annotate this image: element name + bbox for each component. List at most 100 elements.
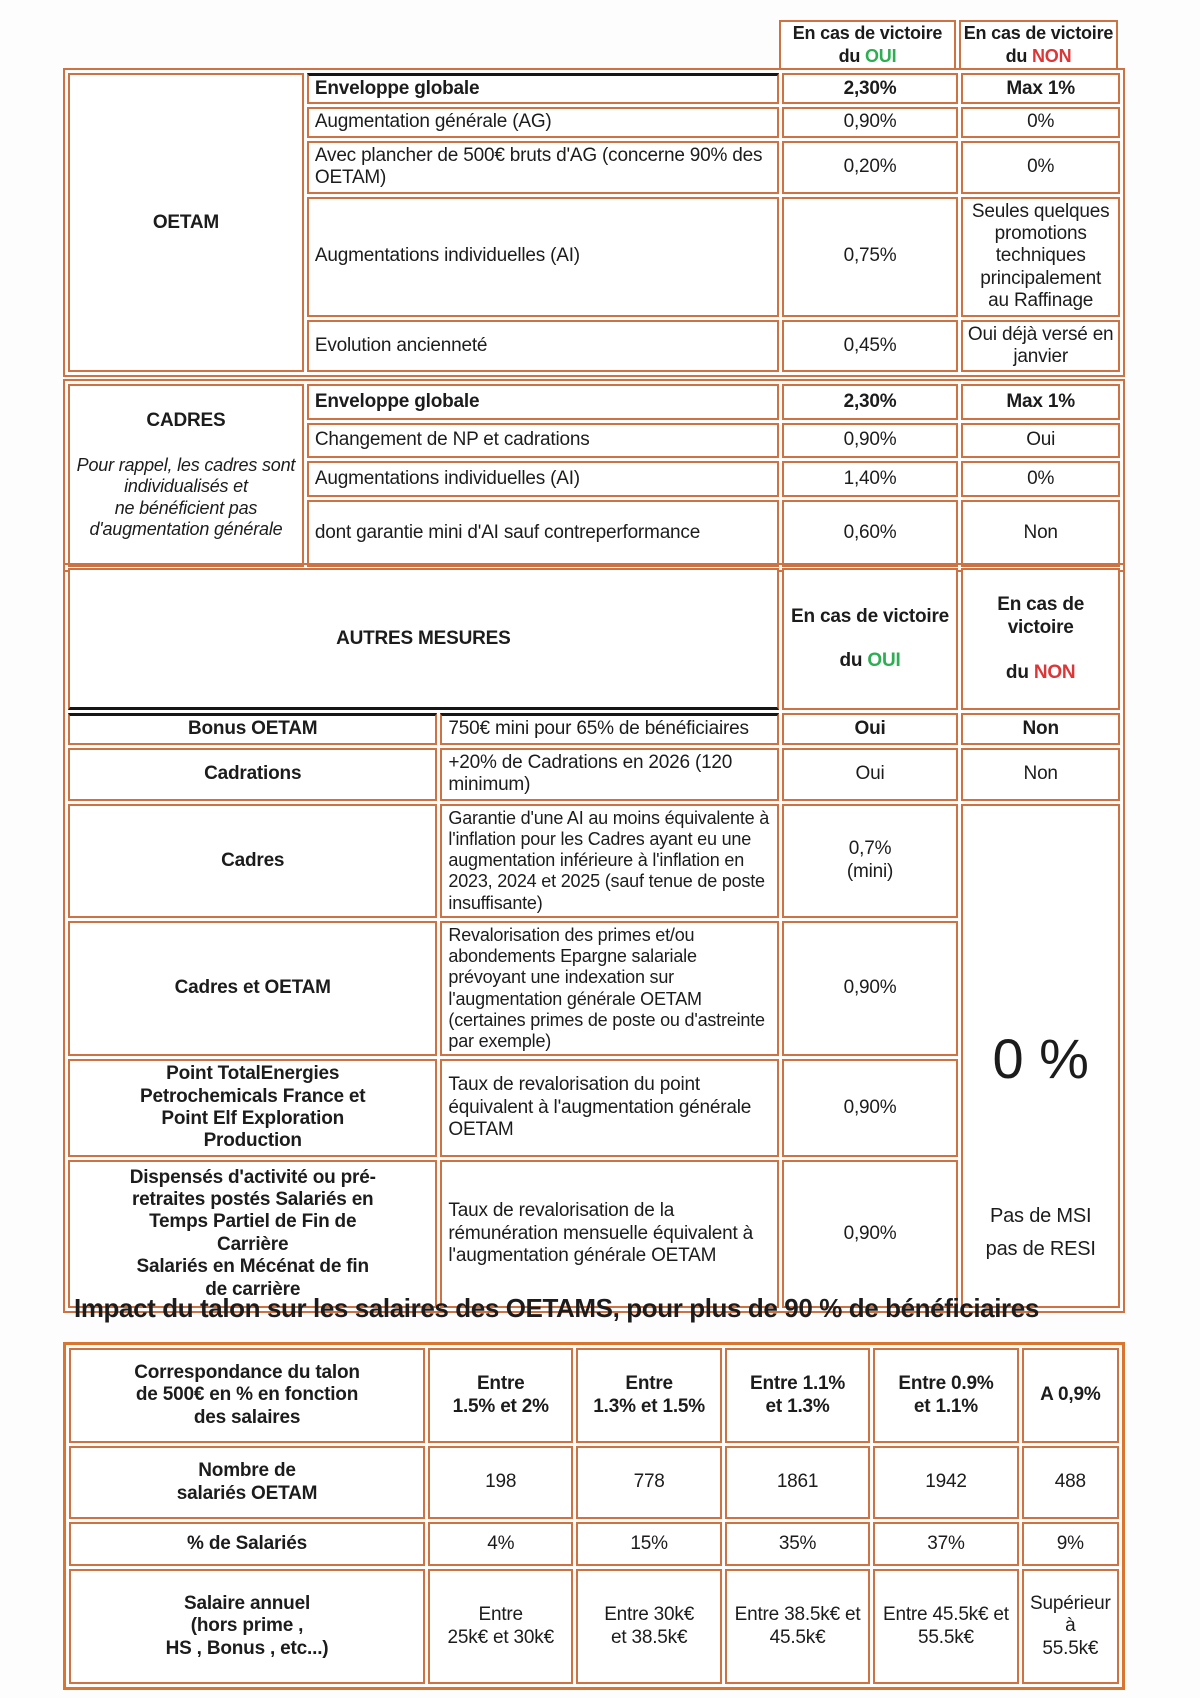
vote-header-line1: En cas de victoire xyxy=(791,605,950,627)
vote-non-header: En cas de victoire du NON xyxy=(959,20,1118,70)
vote-header-line2: du NON xyxy=(1005,46,1072,66)
talon-row-label: Salaire annuel (hors prime , HS , Bonus … xyxy=(69,1569,426,1684)
oetam-table: OETAM Enveloppe globale 2,30% Max 1% Aug… xyxy=(63,68,1125,378)
non-value: 0% xyxy=(961,107,1120,138)
vote-header-line2: du OUI xyxy=(838,46,897,66)
oetam-group-cell: OETAM xyxy=(68,73,304,373)
measure-label: 750€ mini pour 65% de bénéficiaires xyxy=(440,713,779,745)
count-value: 1861 xyxy=(724,1446,871,1519)
no-msi-resi-note: Pas de MSI pas de RESI xyxy=(985,1205,1096,1261)
vote-oui-header: En cas de victoire du OUI xyxy=(781,568,959,711)
measure-category: Cadrations xyxy=(68,747,438,801)
oui-value: 0,90% xyxy=(781,1159,959,1308)
talon-corner-header: Correspondance du talon de 500€ en % en … xyxy=(69,1348,426,1443)
non-merged-cell: 0 % Pas de MSI pas de RESI xyxy=(961,803,1120,1308)
row-label: Augmentations individuelles (AI) xyxy=(306,461,779,497)
vote-header-line1: En cas de victoire xyxy=(792,22,943,43)
pct-value: 4% xyxy=(428,1522,574,1566)
count-value: 488 xyxy=(1021,1446,1119,1519)
row-label: Changement de NP et cadrations xyxy=(306,422,779,459)
talon-table: Correspondance du talon de 500€ en % en … xyxy=(63,1342,1125,1690)
measure-label: Garantie d'une AI au moins équivalente à… xyxy=(440,803,779,918)
talon-col-header: A 0,9% xyxy=(1021,1348,1119,1443)
pct-value: 37% xyxy=(873,1522,1019,1566)
row-label: Enveloppe globale xyxy=(306,73,779,105)
row-label: Avec plancher de 500€ bruts d'AG (concer… xyxy=(306,140,779,194)
non-value: Non xyxy=(961,747,1120,801)
cadres-table: CADRES Pour rappel, les cadres sont indi… xyxy=(63,379,1125,572)
vote-header-line1: En cas de victoire xyxy=(963,22,1114,43)
salary-range: Entre 45.5k€ et 55.5k€ xyxy=(873,1569,1019,1684)
non-value: Seules quelques promotions techniques pr… xyxy=(961,196,1120,317)
measure-category: Bonus OETAM xyxy=(68,713,438,745)
oui-value: 0,90% xyxy=(781,1059,959,1157)
talon-col-header: Entre 1.1% et 1.3% xyxy=(724,1348,871,1443)
vote-non-header: En cas de victoire du NON xyxy=(961,568,1120,711)
row-label: dont garantie mini d'AI sauf contreperfo… xyxy=(306,499,779,567)
pct-value: 15% xyxy=(576,1522,722,1566)
measure-label: Taux de revalorisation du point équivale… xyxy=(440,1059,779,1157)
talon-col-header: Entre 1.3% et 1.5% xyxy=(576,1348,722,1443)
oui-value: 1,40% xyxy=(781,461,959,497)
non-value: Oui déjà versé en janvier xyxy=(961,319,1120,373)
non-value: 0% xyxy=(961,140,1120,194)
oui-value: 2,30% xyxy=(781,73,959,105)
non-value: Max 1% xyxy=(961,73,1120,105)
count-value: 198 xyxy=(428,1446,574,1519)
count-value: 1942 xyxy=(873,1446,1019,1519)
measure-label: Revalorisation des primes et/ou abondeme… xyxy=(440,920,779,1057)
non-value: Non xyxy=(961,499,1120,567)
vote-oui-header: En cas de victoire du OUI xyxy=(779,20,956,70)
pct-value: 9% xyxy=(1021,1522,1119,1566)
oui-label: OUI xyxy=(865,46,897,66)
oui-value: 2,30% xyxy=(781,384,959,420)
non-label: NON xyxy=(1032,46,1072,66)
talon-col-header: Entre 0.9% et 1.1% xyxy=(873,1348,1019,1443)
talon-section-heading: Impact du talon sur les salaires des OET… xyxy=(74,1293,1039,1323)
vote-header-line2: du OUI xyxy=(839,650,901,672)
count-value: 778 xyxy=(576,1446,722,1519)
oui-label: OUI xyxy=(867,650,901,672)
oui-value: 0,45% xyxy=(781,319,959,373)
salary-range: Entre 38.5k€ et 45.5k€ xyxy=(724,1569,871,1684)
oui-value: 0,90% xyxy=(781,422,959,459)
row-label: Enveloppe globale xyxy=(306,384,779,420)
salary-range: Entre 25k€ et 30k€ xyxy=(428,1569,574,1684)
cadres-group-note: Pour rappel, les cadres sont individuali… xyxy=(76,455,296,539)
non-value: Non xyxy=(961,713,1120,745)
talon-row-label: Nombre de salariés OETAM xyxy=(69,1446,426,1519)
zero-percent-value: 0 % xyxy=(992,1027,1089,1091)
row-label: Evolution ancienneté xyxy=(306,319,779,373)
pct-value: 35% xyxy=(724,1522,871,1566)
talon-col-header: Entre 1.5% et 2% xyxy=(428,1348,574,1443)
measure-category: Point TotalEnergies Petrochemicals Franc… xyxy=(68,1059,438,1157)
measure-label: +20% de Cadrations en 2026 (120 minimum) xyxy=(440,747,779,801)
oui-value: Oui xyxy=(781,713,959,745)
non-value: Max 1% xyxy=(961,384,1120,420)
row-label: Augmentation générale (AG) xyxy=(306,107,779,138)
non-label: NON xyxy=(1033,661,1076,683)
cadres-group-title: CADRES xyxy=(146,410,226,432)
measure-category: Cadres et OETAM xyxy=(68,920,438,1057)
salary-range: Supérieur à 55.5k€ xyxy=(1021,1569,1119,1684)
non-value: 0% xyxy=(961,461,1120,497)
measure-category: Cadres xyxy=(68,803,438,918)
oui-value: 0,7% (mini) xyxy=(781,803,959,918)
vote-outcome-header: En cas de victoire du OUI En cas de vict… xyxy=(779,20,1118,70)
autres-mesures-table: AUTRES MESURES En cas de victoire du OUI… xyxy=(63,563,1125,1313)
measure-category: Dispensés d'activité ou pré- retraites p… xyxy=(68,1159,438,1308)
measure-label: Taux de revalorisation de la rémunératio… xyxy=(440,1159,779,1308)
talon-row-label: % de Salariés xyxy=(69,1522,426,1566)
oui-value: 0,20% xyxy=(781,140,959,194)
autres-mesures-title: AUTRES MESURES xyxy=(68,568,779,711)
oui-value: 0,90% xyxy=(781,107,959,138)
row-label: Augmentations individuelles (AI) xyxy=(306,196,779,317)
oui-value: Oui xyxy=(781,747,959,801)
vote-header-line1: En cas de victoire xyxy=(997,594,1085,638)
salary-range: Entre 30k€ et 38.5k€ xyxy=(576,1569,722,1684)
cadres-group-cell: CADRES Pour rappel, les cadres sont indi… xyxy=(68,384,304,567)
oui-value: 0,75% xyxy=(781,196,959,317)
oui-value: 0,60% xyxy=(781,499,959,567)
vote-header-line2: du NON xyxy=(1005,661,1076,683)
oui-value: 0,90% xyxy=(781,920,959,1057)
